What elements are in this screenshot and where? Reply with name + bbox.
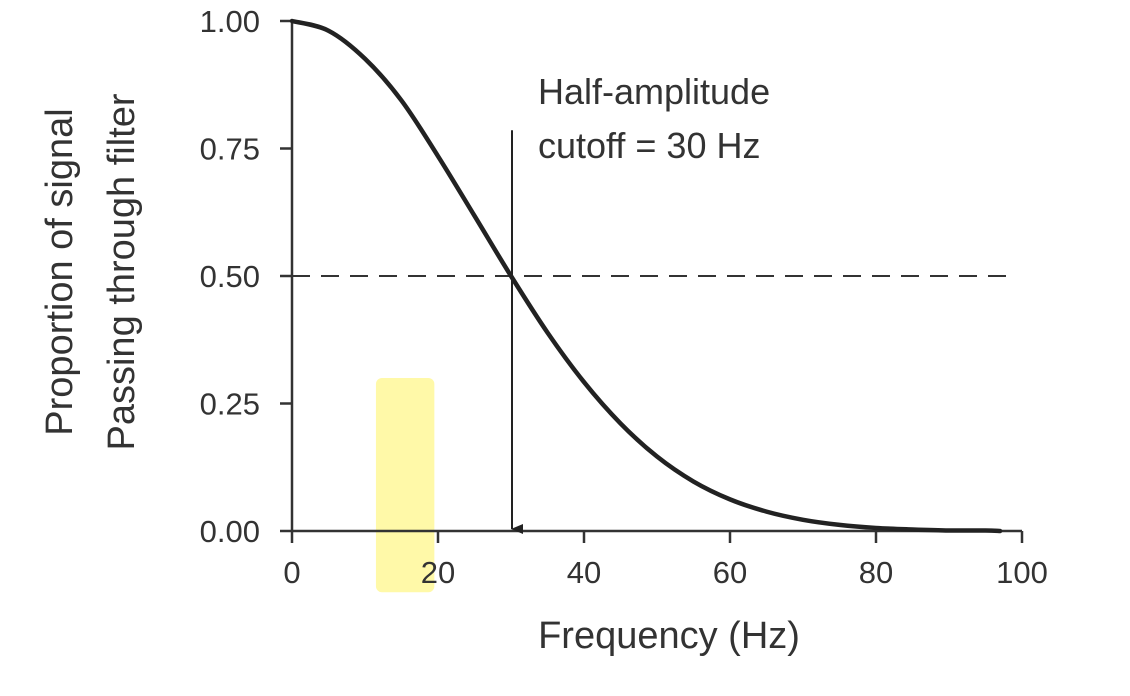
x-axis-title: Frequency (Hz) (538, 615, 800, 657)
x-tick-label: 60 (713, 555, 747, 590)
y-tick-label: 0.25 (200, 387, 260, 422)
y-tick-label: 0.50 (200, 259, 260, 294)
x-tick-label: 40 (567, 555, 601, 590)
x-tick-label: 0 (283, 555, 300, 590)
x-tick-label: 20 (421, 555, 455, 590)
x-tick-label: 80 (859, 555, 893, 590)
annotation-text-line-1: Half-amplitude (538, 71, 770, 112)
y-axis-title-line-1: Proportion of signal (39, 108, 81, 435)
response-curve (289, 18, 1003, 534)
y-tick-label: 0.75 (200, 132, 260, 167)
annotation-text-line-2: cutoff = 30 Hz (538, 125, 760, 166)
y-axis-title-line-2: Passing through filter (101, 93, 143, 450)
x-tick-label: 100 (996, 555, 1048, 590)
highlight-box (375, 378, 435, 593)
y-tick-label: 1.00 (200, 4, 260, 39)
y-tick-label: 0.00 (200, 514, 260, 549)
